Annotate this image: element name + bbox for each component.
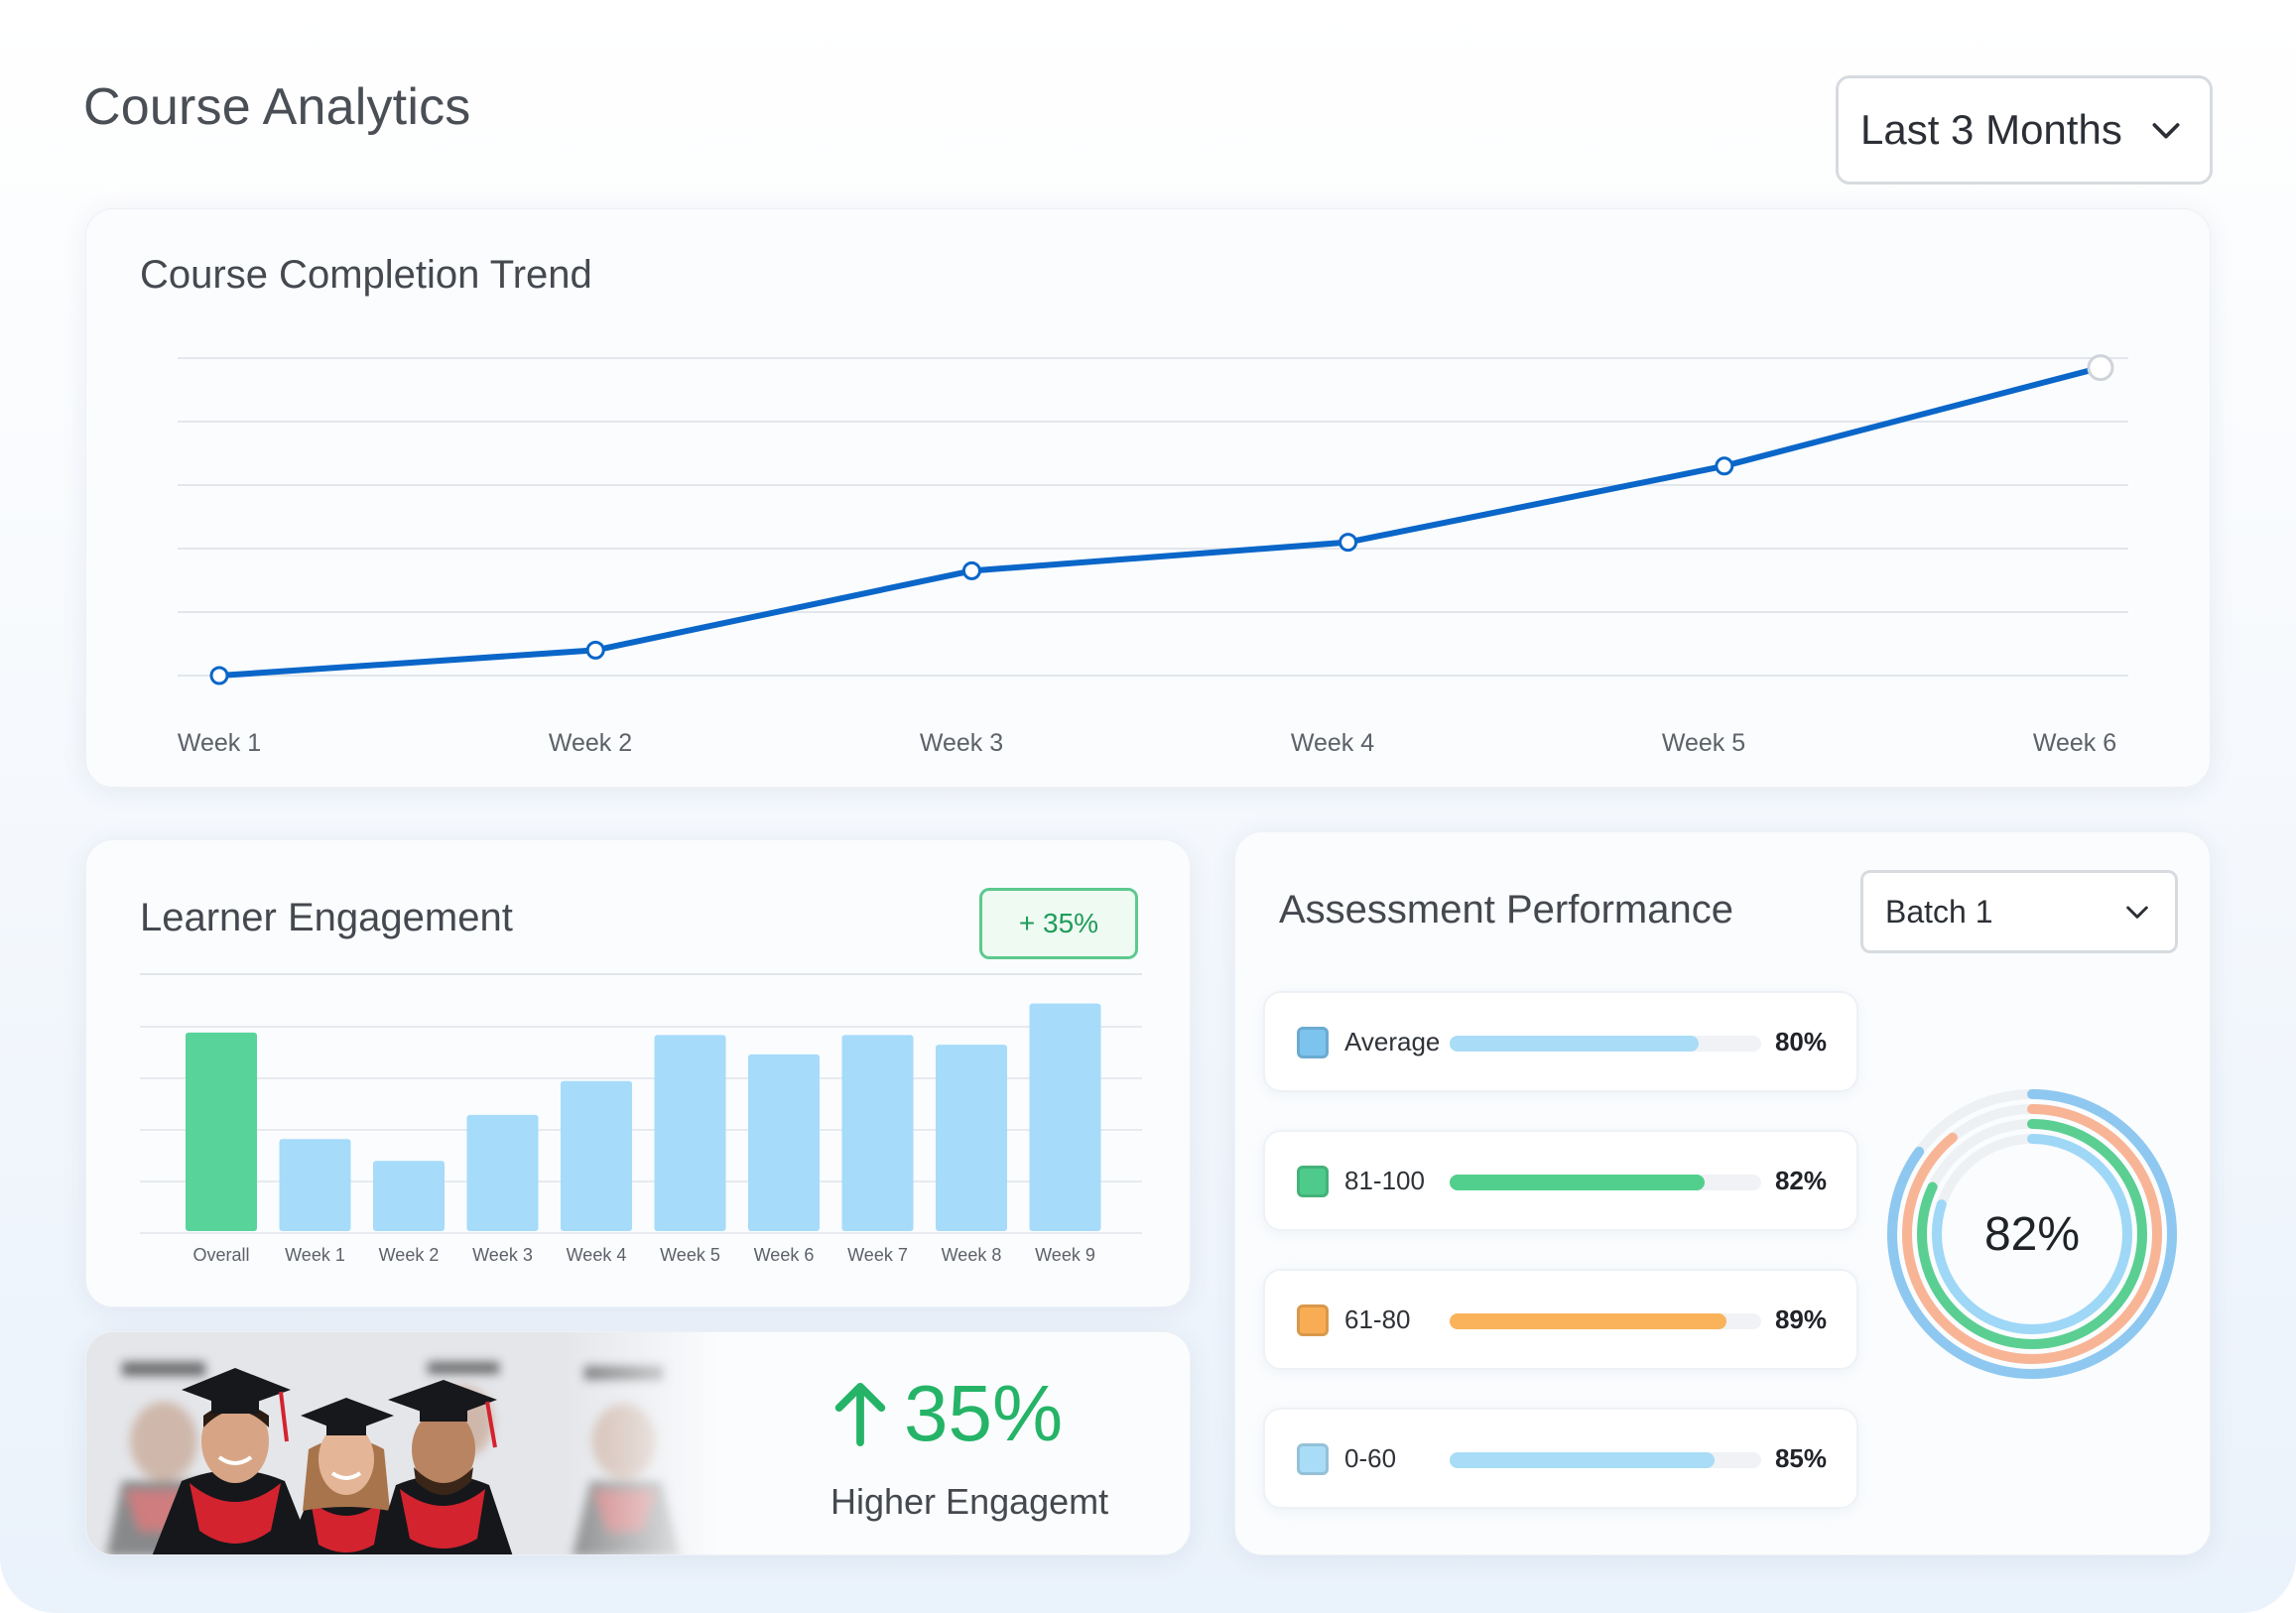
completion-trend-title: Course Completion Trend	[140, 253, 592, 297]
score-bar-track	[1450, 1175, 1761, 1190]
engagement-change-badge: + 35%	[979, 888, 1138, 959]
date-range-value: Last 3 Months	[1860, 106, 2122, 153]
arrow-up-icon	[834, 1382, 886, 1446]
score-row-value: 89%	[1774, 1304, 1827, 1334]
score-row-81-100: 81-100 82%	[1263, 1130, 1858, 1231]
score-row-label: Average	[1344, 1027, 1441, 1056]
assessment-radial-chart	[1887, 1089, 2177, 1379]
engagement-bar	[186, 1032, 257, 1231]
assessment-performance-title: Assessment Performance	[1279, 888, 1733, 931]
score-row-value: 82%	[1774, 1166, 1827, 1195]
score-bar-fill	[1450, 1313, 1727, 1329]
x-tick-label: Week 5	[1662, 729, 1745, 757]
x-tick-label: Week 7	[847, 1245, 908, 1265]
graduates-photo	[86, 1332, 721, 1554]
batch-select-value: Batch 1	[1885, 893, 1993, 930]
engagement-bar	[654, 1035, 726, 1231]
score-row-value: 85%	[1774, 1443, 1827, 1473]
engagement-bar	[748, 1054, 820, 1231]
engagement-bar	[373, 1161, 445, 1231]
score-row-label: 0-60	[1344, 1443, 1397, 1473]
x-tick-label: Week 2	[379, 1245, 440, 1265]
score-row-label: 81-100	[1344, 1166, 1425, 1195]
x-tick-label: Week 4	[567, 1245, 627, 1265]
radial-arc	[1917, 1119, 2147, 1349]
engagement-stat-value: 35%	[904, 1369, 1064, 1457]
score-row-61-80: 61-80 89%	[1263, 1269, 1858, 1370]
score-row-label: 61-80	[1344, 1304, 1411, 1334]
x-tick-label: Week 1	[285, 1245, 345, 1265]
x-tick-label: Week 3	[920, 729, 1003, 757]
legend-swatch	[1297, 1443, 1329, 1475]
batch-select[interactable]: Batch 1	[1860, 870, 2178, 953]
engagement-stat: 35%	[832, 1368, 1063, 1459]
data-point	[2087, 354, 2114, 382]
completion-trend-chart: Week 1 Week 2 Week 3 Week 4 Week 5 Week 6	[178, 354, 2128, 757]
engagement-bar	[936, 1045, 1007, 1231]
legend-swatch	[1297, 1304, 1329, 1336]
learner-engagement-title: Learner Engagement	[140, 896, 513, 939]
data-point	[209, 666, 229, 685]
data-point	[961, 560, 981, 580]
data-point	[1339, 533, 1358, 553]
data-point	[585, 640, 605, 660]
completion-trend-card: Course Completion Trend Week 1 Week 2 Week…	[85, 208, 2211, 788]
x-tick-label: Week 4	[1291, 729, 1374, 757]
x-tick-label: Week 1	[178, 729, 261, 757]
engagement-bar	[841, 1035, 914, 1231]
engagement-highlight-card: 35% Higher Engagemt	[85, 1331, 1191, 1555]
x-tick-label: Week 9	[1035, 1245, 1095, 1265]
learner-engagement-card: Learner Engagement + 35% Overall Week 1 We…	[85, 839, 1191, 1307]
score-bar-track	[1450, 1036, 1761, 1052]
chevron-down-icon	[2126, 906, 2148, 919]
radial-arc	[1902, 1104, 2162, 1364]
engagement-bar	[466, 1114, 539, 1231]
x-tick-label: Overall	[192, 1245, 249, 1265]
engagement-bar	[279, 1139, 351, 1231]
engagement-bar	[1029, 1003, 1101, 1231]
engagement-bar	[561, 1080, 632, 1231]
legend-swatch	[1297, 1027, 1329, 1058]
score-bar-track	[1450, 1452, 1761, 1468]
radial-center-value: 82%	[1983, 1207, 2081, 1261]
score-bar-track	[1450, 1313, 1761, 1329]
score-row-average: Average 80%	[1263, 991, 1858, 1092]
page-title: Course Analytics	[83, 78, 471, 136]
trend-line	[218, 364, 2102, 679]
score-bar-fill	[1450, 1036, 1700, 1052]
x-tick-label: Week 5	[660, 1245, 720, 1265]
x-tick-label: Week 6	[2033, 729, 2116, 757]
date-range-select[interactable]: Last 3 Months	[1836, 75, 2213, 185]
radial-arc	[1887, 1089, 2177, 1379]
score-bar-fill	[1450, 1452, 1715, 1468]
x-tick-label: Week 8	[942, 1245, 1002, 1265]
x-tick-label: Week 2	[549, 729, 632, 757]
legend-swatch	[1297, 1166, 1329, 1197]
score-row-value: 80%	[1774, 1027, 1827, 1056]
assessment-performance-card: Assessment Performance Batch 1 Average 8…	[1234, 831, 2211, 1555]
x-tick-label: Week 3	[472, 1245, 533, 1265]
learner-engagement-chart: Overall Week 1 Week 2 Week 3 Week 4 Week 5 Wee…	[140, 973, 1142, 1265]
score-bar-fill	[1450, 1175, 1706, 1190]
data-point	[1715, 456, 1734, 476]
x-tick-label: Week 6	[754, 1245, 815, 1265]
radial-arc	[1932, 1134, 2132, 1334]
chevron-down-icon	[2152, 123, 2180, 139]
engagement-stat-caption: Higher Engagemt	[830, 1481, 1109, 1522]
score-row-0-60: 0-60 85%	[1263, 1408, 1858, 1509]
